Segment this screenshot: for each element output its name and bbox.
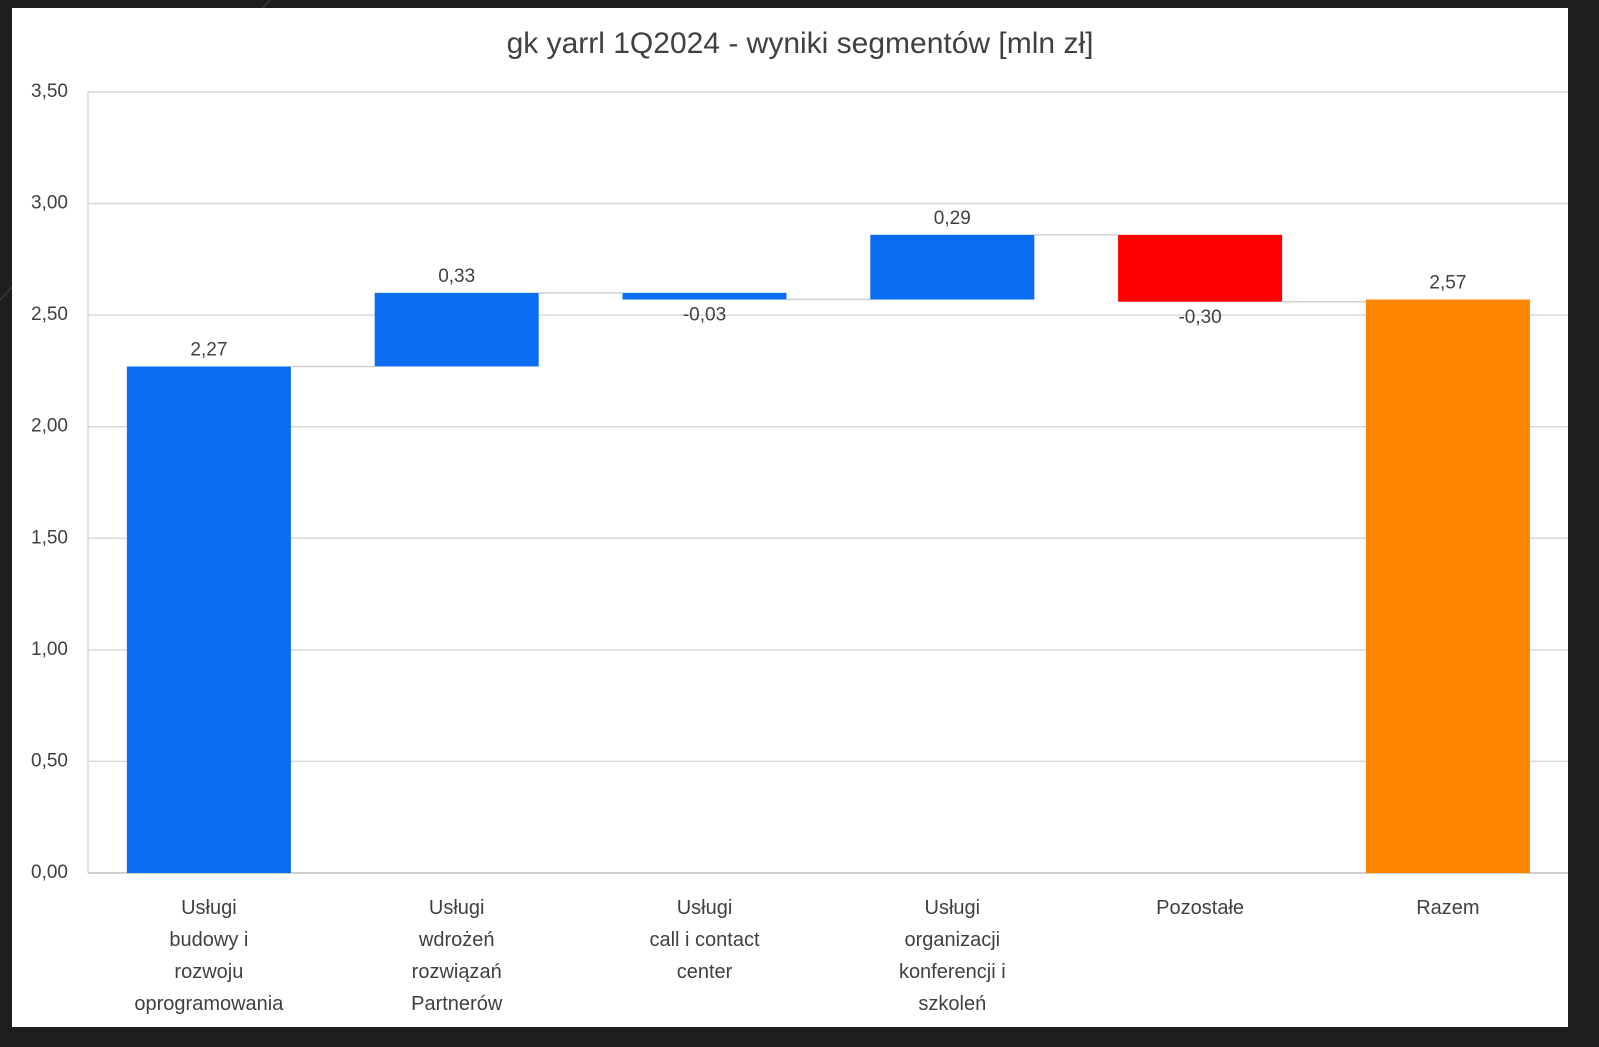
x-tick-label: Razem	[1416, 897, 1480, 919]
value-label: -0,03	[683, 305, 726, 326]
bar	[374, 292, 539, 367]
y-tick-label: 2,00	[31, 416, 68, 437]
value-label: 0,33	[438, 266, 475, 287]
value-label: 2,57	[1429, 273, 1466, 294]
x-tick-label: Usługi organizacji konferencji i szkoleń	[898, 897, 1006, 1015]
chart-title: gk yarrl 1Q2024 - wyniki segmentów [mln …	[507, 27, 1094, 60]
y-tick-label: 2,50	[31, 304, 68, 325]
bar	[1118, 234, 1283, 302]
bar	[870, 234, 1035, 300]
y-tick-label: 0,00	[31, 862, 68, 883]
value-label: 0,29	[934, 208, 971, 229]
value-label: -0,30	[1178, 307, 1221, 328]
x-tick-label: Usługi wdrożeń rozwiązań Partnerów	[411, 897, 503, 1015]
bar	[622, 292, 787, 300]
x-tick-label: Pozostałe	[1156, 897, 1245, 919]
x-tick-label: Usługi call i contact center	[649, 897, 760, 983]
y-tick-label: 3,50	[31, 81, 68, 102]
value-label: 2,27	[190, 339, 227, 360]
x-tick-label: Usługi budowy i rozwoju oprogramowania	[134, 897, 284, 1015]
y-tick-label: 3,00	[31, 193, 68, 214]
bar	[126, 366, 291, 873]
y-tick-label: 1,00	[31, 639, 68, 660]
y-tick-label: 0,50	[31, 750, 68, 771]
bar	[1365, 299, 1530, 874]
y-tick-label: 1,50	[31, 527, 68, 548]
